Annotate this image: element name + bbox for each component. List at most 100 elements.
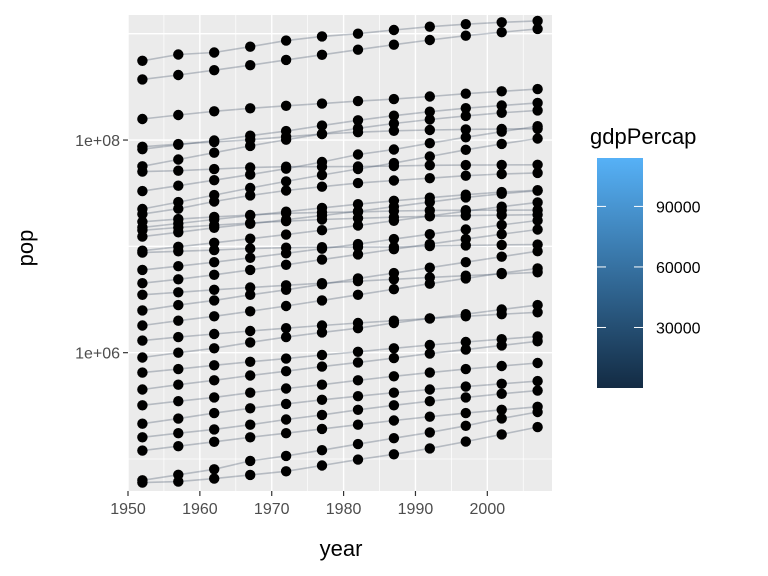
data-point [424,238,435,250]
data-point [137,231,148,242]
x-axis: 1950 1960 1970 1980 1990 2000 [110,491,505,518]
data-point [352,249,364,260]
y-tick-label: 1e+08 [75,133,120,150]
data-point [496,126,507,137]
data-point [173,165,184,176]
data-point [532,15,543,27]
data-point [532,246,543,257]
data-point [496,388,507,399]
data-point [316,181,328,192]
data-point [496,188,507,199]
data-point [137,74,148,85]
x-tick-label: 1970 [254,501,290,518]
data-point [388,371,400,382]
data-point [424,196,435,208]
x-tick-label: 1990 [398,501,434,518]
data-point [352,95,364,107]
data-point [460,309,471,320]
series-line [142,164,538,173]
data-point [280,383,292,394]
data-point [496,100,507,111]
data-point [460,392,471,403]
data-point [532,263,543,274]
data-point [316,445,328,456]
data-point [424,339,435,351]
data-point [460,19,471,30]
data-point [496,168,507,180]
series-line [142,267,538,327]
data-point [173,347,184,358]
data-point [496,219,507,231]
series-line [142,28,538,81]
data-point [173,203,184,214]
data-point [460,192,471,203]
data-point [352,220,364,231]
data-point [352,115,364,126]
data-point [280,248,292,259]
data-point [245,337,256,348]
data-point [280,259,292,270]
data-point [496,86,507,97]
series-line [142,219,538,271]
data-point [173,109,184,121]
data-point [316,361,328,372]
data-point [424,138,435,149]
data-point [352,163,364,175]
data-point [460,224,471,235]
data-point [245,210,256,221]
series-line [142,88,538,120]
data-point [460,170,471,181]
colorbar-ticks: 30000 60000 90000 [597,199,701,337]
data-point [388,201,400,212]
series-line [142,340,538,391]
data-point [496,251,507,262]
data-point [496,404,507,415]
data-point [388,317,400,329]
data-point [280,163,292,174]
y-tick-label: 1e+06 [75,346,120,363]
data-point [424,278,435,289]
data-point [460,273,471,284]
data-point [209,424,220,435]
data-point [245,59,256,71]
series-line [142,304,538,359]
data-point [388,157,400,169]
data-point [245,169,256,180]
data-point [245,469,256,481]
data-point [460,436,471,447]
data-point [316,120,328,131]
data-point [137,305,148,316]
data-point [173,396,184,407]
data-point [388,343,400,354]
data-point [245,41,256,52]
data-point [460,132,471,143]
data-point [424,396,435,407]
y-axis: 1e+06 1e+08 [75,133,128,363]
data-point [173,379,184,390]
series-line [142,125,538,192]
data-point [209,473,220,484]
data-point [532,406,543,418]
data-point [173,246,184,257]
series-line [142,189,538,238]
data-point [280,54,292,66]
data-point [245,182,256,194]
series-line [142,426,538,484]
data-point [173,299,184,311]
data-point [352,206,364,217]
data-point [316,210,328,221]
data-point [173,69,184,81]
data-point [496,239,507,251]
data-point [280,398,292,410]
data-point [352,28,364,39]
data-point [460,206,471,217]
data-point [209,65,220,76]
data-point [496,138,507,150]
y-axis-title: pop [13,230,38,267]
data-point [245,370,256,381]
data-point [316,295,328,306]
data-point [532,307,543,318]
data-point [245,403,256,414]
data-point [352,177,364,189]
series-line [142,20,538,62]
